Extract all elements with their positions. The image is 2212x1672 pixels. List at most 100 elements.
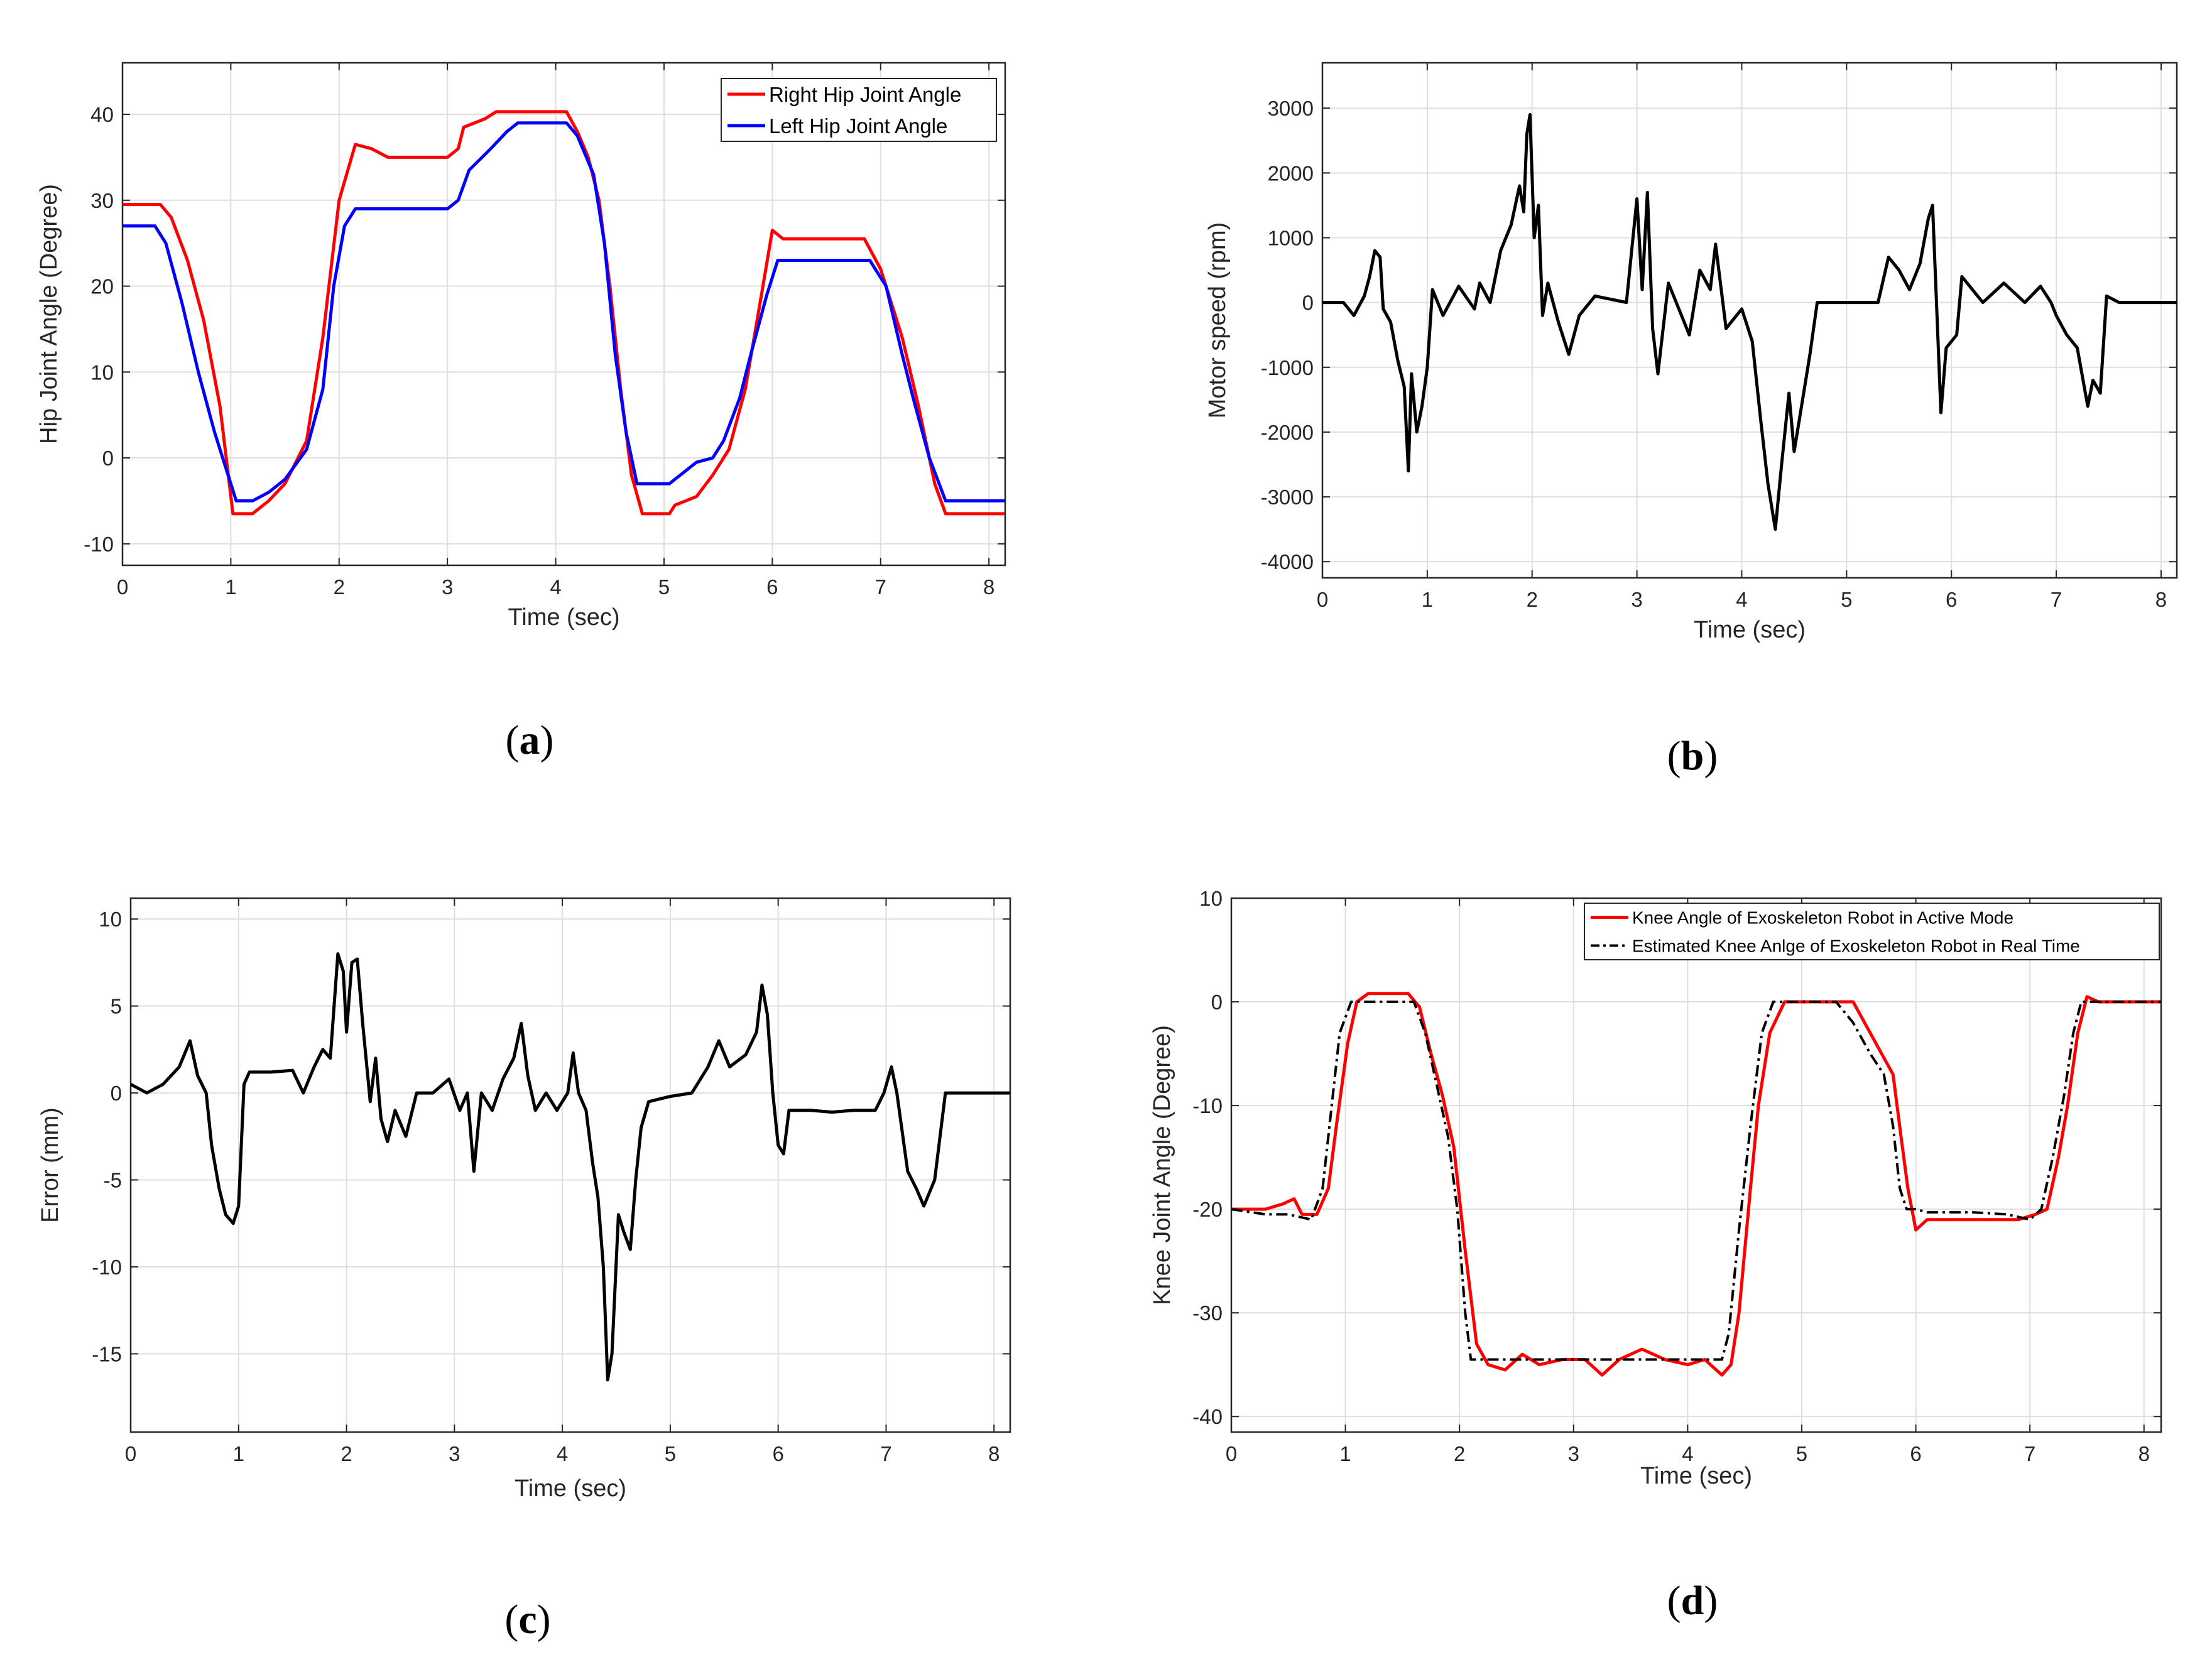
series-line-knee-angle-of-exoskeleton-robot-in-active-mode bbox=[1231, 992, 2161, 1377]
y-tick-label: 3000 bbox=[1268, 97, 1314, 120]
x-tick-label: 2 bbox=[1454, 1442, 1465, 1465]
chart-d: 0 1 2 3 4 5 6 7 8 -40 -30 -20 -10 0 10 Knee Angle of Ex… bbox=[1149, 887, 2162, 1624]
y-tick-label: -40 bbox=[1192, 1405, 1223, 1428]
x-tick-label: 2 bbox=[334, 575, 345, 599]
y-tick-label: -3000 bbox=[1261, 486, 1314, 509]
x-tick-label: 1 bbox=[1422, 588, 1433, 611]
y-tick-label: -20 bbox=[1192, 1198, 1223, 1221]
y-axis-label: Knee Joint Angle (Degree) bbox=[1149, 1025, 1175, 1305]
axes-frame bbox=[1230, 897, 2162, 1433]
series-line-motor-speed bbox=[1322, 113, 2177, 531]
y-tick-label: 0 bbox=[1211, 991, 1223, 1014]
x-tick-label: 8 bbox=[2138, 1442, 2150, 1465]
x-tick-label: 7 bbox=[875, 575, 886, 599]
y-tick-label: -4000 bbox=[1261, 550, 1314, 573]
legend: Knee Angle of Exoskeleton Robot in Activ… bbox=[1584, 903, 2160, 960]
y-tick-label: 0 bbox=[102, 447, 114, 470]
x-tick-label: 8 bbox=[2155, 588, 2167, 611]
legend-label: Knee Angle of Exoskeleton Robot in Activ… bbox=[1632, 908, 2013, 928]
y-tick-label: 0 bbox=[111, 1082, 122, 1105]
x-tick-label: 6 bbox=[1946, 588, 1957, 611]
y-tick-label: -30 bbox=[1192, 1301, 1223, 1325]
y-tick-label: 10 bbox=[1199, 887, 1223, 910]
x-tick-label: 0 bbox=[1226, 1442, 1237, 1465]
x-tick-label: 4 bbox=[550, 575, 561, 599]
x-tick-label: 1 bbox=[233, 1442, 244, 1465]
y-tick-label: 30 bbox=[90, 189, 114, 212]
y-tick-label: 0 bbox=[1302, 291, 1314, 315]
y-tick-label: 10 bbox=[99, 908, 122, 931]
x-tick-label: 2 bbox=[1527, 588, 1538, 611]
panel-label: (c) bbox=[504, 1597, 550, 1642]
y-tick-label: -2000 bbox=[1261, 421, 1314, 444]
y-axis-label: Hip Joint Angle (Degree) bbox=[36, 184, 62, 444]
x-tick-label: 6 bbox=[772, 1442, 783, 1465]
axes-frame bbox=[121, 62, 1006, 567]
legend-label: Left Hip Joint Angle bbox=[769, 114, 947, 138]
y-tick-label: -10 bbox=[92, 1256, 122, 1279]
y-tick-label: 2000 bbox=[1268, 161, 1314, 185]
x-tick-label: 7 bbox=[2024, 1442, 2035, 1465]
series-line-left-hip-joint-angle bbox=[123, 121, 1005, 502]
y-axis-label: Motor speed (rpm) bbox=[1204, 222, 1231, 419]
y-tick-label: -15 bbox=[92, 1342, 122, 1365]
panel-letter: b bbox=[1681, 733, 1704, 779]
y-tick-label: -10 bbox=[84, 533, 114, 556]
legend-label: Right Hip Joint Angle bbox=[769, 83, 961, 106]
x-tick-label: 3 bbox=[1631, 588, 1642, 611]
x-tick-label: 5 bbox=[658, 575, 670, 599]
x-tick-label: 3 bbox=[1568, 1442, 1579, 1465]
axes-frame bbox=[129, 897, 1011, 1433]
panel-letter: a bbox=[520, 717, 540, 763]
x-tick-label: 6 bbox=[766, 575, 778, 599]
legend-label: Estimated Knee Anlge of Exoskeleton Robo… bbox=[1632, 936, 2080, 956]
x-tick-label: 1 bbox=[1339, 1442, 1351, 1465]
x-axis-label: Time (sec) bbox=[1694, 617, 1806, 643]
x-tick-label: 4 bbox=[1736, 588, 1747, 611]
series-line-estimated-knee-anlge-of-exoskeleton-robot-in-real-time bbox=[1231, 1001, 2161, 1361]
y-tick-label: 1000 bbox=[1268, 226, 1314, 249]
x-tick-label: 4 bbox=[1682, 1442, 1693, 1465]
plot-area bbox=[1322, 63, 2177, 578]
panel-label: (b) bbox=[1667, 733, 1718, 779]
x-axis-label: Time (sec) bbox=[508, 604, 619, 631]
x-tick-label: 7 bbox=[880, 1442, 891, 1465]
legend-box bbox=[1584, 903, 2160, 960]
axes-frame bbox=[1321, 62, 2178, 579]
x-tick-label: 0 bbox=[1317, 588, 1328, 611]
chart-c: 0 1 2 3 4 5 6 7 8 -15 -10 -5 0 5 10 Time (sec) Error (mm… bbox=[37, 897, 1011, 1642]
y-tick-label: 20 bbox=[90, 275, 114, 298]
x-tick-label: 5 bbox=[1796, 1442, 1807, 1465]
y-tick-label: 5 bbox=[111, 995, 122, 1018]
legend-box bbox=[721, 78, 997, 142]
x-tick-label: 0 bbox=[125, 1442, 136, 1465]
y-tick-label: -1000 bbox=[1261, 356, 1314, 379]
x-tick-label: 7 bbox=[2051, 588, 2062, 611]
x-tick-label: 6 bbox=[1910, 1442, 1921, 1465]
panel-label: (d) bbox=[1667, 1578, 1718, 1624]
y-axis-label: Error (mm) bbox=[37, 1107, 63, 1223]
panel-letter: c bbox=[518, 1597, 537, 1642]
x-tick-label: 4 bbox=[557, 1442, 568, 1465]
chart-b: 0 1 2 3 4 5 6 7 8 -4000 -3000 -2000 -1000 0 1000 2000 30… bbox=[1204, 62, 2178, 779]
plot-area bbox=[1231, 898, 2161, 1432]
x-tick-label: 8 bbox=[983, 575, 994, 599]
y-tick-label: -10 bbox=[1192, 1094, 1223, 1117]
x-tick-label: 2 bbox=[341, 1442, 352, 1465]
series-line-error bbox=[131, 952, 1010, 1382]
x-tick-label: 0 bbox=[117, 575, 128, 599]
x-tick-label: 8 bbox=[988, 1442, 1000, 1465]
panel-letter: d bbox=[1681, 1578, 1704, 1624]
plot-area bbox=[123, 63, 1005, 565]
x-axis-label: Time (sec) bbox=[1640, 1463, 1752, 1489]
panel-label: (a) bbox=[506, 717, 554, 763]
y-tick-label: -5 bbox=[104, 1169, 122, 1192]
series-line-right-hip-joint-angle bbox=[123, 110, 1005, 516]
y-tick-label: 40 bbox=[90, 103, 114, 126]
x-tick-label: 1 bbox=[225, 575, 236, 599]
x-tick-label: 5 bbox=[1841, 588, 1852, 611]
x-tick-label: 5 bbox=[665, 1442, 676, 1465]
plot-area bbox=[131, 898, 1010, 1432]
